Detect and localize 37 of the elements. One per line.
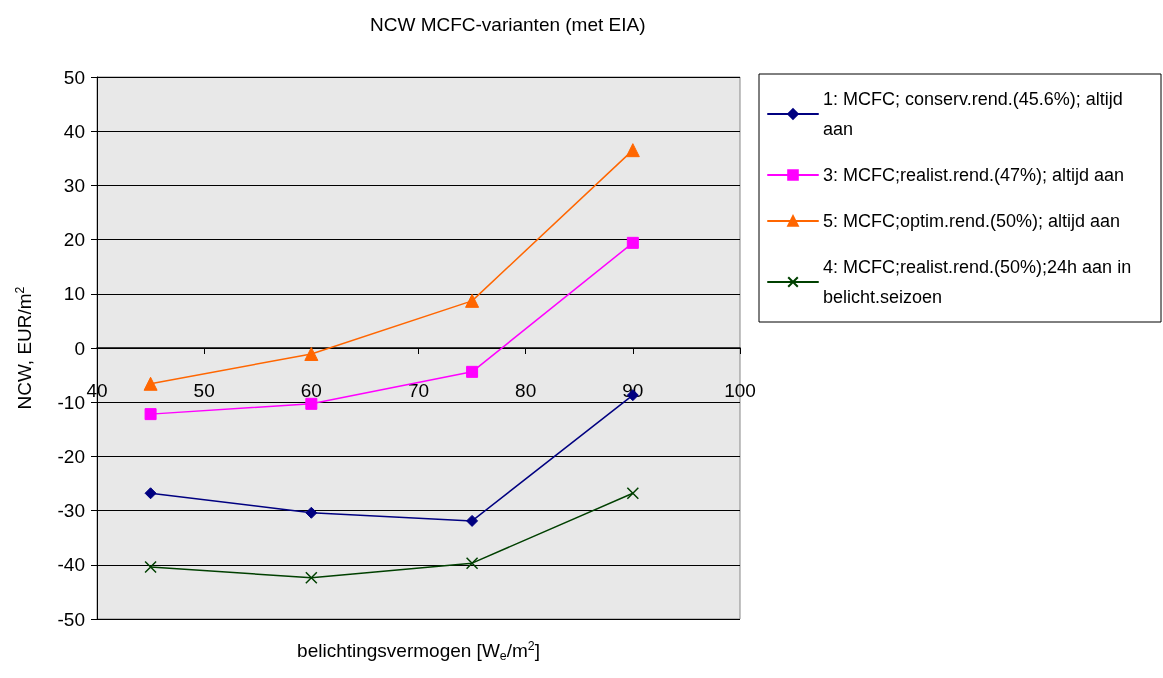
legend-label: 5: MCFC;optim.rend.(50%); altijd aan bbox=[823, 211, 1121, 231]
point bbox=[305, 506, 318, 519]
x-tick-label: 60 bbox=[300, 380, 322, 401]
point bbox=[144, 408, 157, 421]
point bbox=[305, 397, 318, 410]
point bbox=[626, 487, 640, 500]
y-tick-label: -30 bbox=[57, 500, 85, 522]
point bbox=[144, 560, 157, 574]
legend-label: 1: MCFC; conserv.rend.(45.6%); altijd aan bbox=[823, 89, 1128, 139]
y-tick-label: -20 bbox=[57, 445, 85, 467]
point bbox=[466, 514, 479, 527]
point bbox=[466, 365, 479, 378]
legend-label: 4: MCFC;realist.rend.(50%);24h aan in belicht.seizoen bbox=[823, 257, 1137, 307]
y-tick-label: 30 bbox=[63, 174, 85, 196]
x-tick-label: 100 bbox=[724, 380, 756, 401]
point bbox=[305, 571, 318, 585]
point bbox=[625, 143, 640, 158]
point bbox=[144, 487, 157, 500]
y-axis-title: NCW, EUR/m2 bbox=[12, 286, 35, 410]
y-tick-label: 0 bbox=[74, 337, 85, 359]
point bbox=[465, 293, 480, 308]
legend-label: 3: MCFC;realist.rend.(47%); altijd aan bbox=[823, 165, 1125, 185]
point bbox=[465, 556, 479, 570]
point bbox=[143, 376, 158, 391]
x-tick-label: 70 bbox=[407, 380, 430, 401]
point bbox=[626, 236, 639, 249]
y-tick-label: 40 bbox=[63, 120, 85, 142]
y-tick-label: -10 bbox=[57, 391, 85, 413]
x-tick-label: 80 bbox=[515, 380, 537, 401]
x-tick-label: 50 bbox=[193, 380, 215, 401]
y-tick-label: 20 bbox=[63, 229, 85, 251]
chart-title: NCW MCFC-varianten (met EIA) bbox=[370, 14, 646, 35]
y-tick-label: -50 bbox=[57, 608, 85, 630]
y-tick-label: 50 bbox=[63, 66, 85, 88]
point bbox=[304, 346, 319, 361]
y-tick-label: 10 bbox=[63, 283, 85, 305]
y-tick-label: -40 bbox=[57, 554, 85, 576]
